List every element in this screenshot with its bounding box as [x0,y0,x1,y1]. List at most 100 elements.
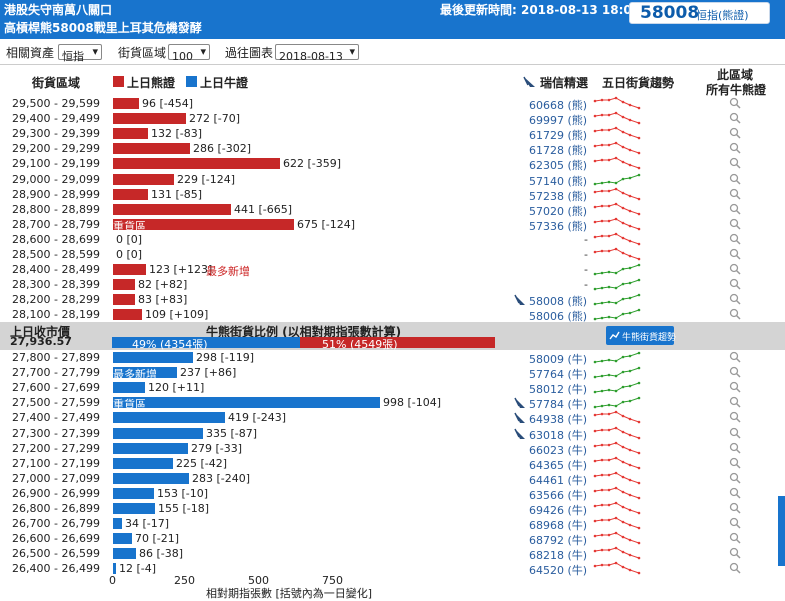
asset-select[interactable]: 恒指 ▾ [58,44,102,63]
table-row: 29,400 - 29,499 272 [-70] 69997 (熊) [0,111,785,127]
bar-value-label: 675 [-124] [297,217,356,231]
bar [113,367,177,379]
axis-tick: 250 [174,574,195,587]
warrant-code[interactable]: 57336 (熊) [529,219,588,233]
warrant-code[interactable]: 57140 (熊) [529,174,588,188]
warrant-code[interactable]: 58006 (熊) [529,310,588,324]
warrant-code[interactable]: 64365 (牛) [529,458,588,472]
bar-value-label: 0 [0] [116,248,143,261]
search-icon[interactable] [729,218,741,233]
warrant-code[interactable]: 69426 (牛) [529,504,588,517]
warrant-code[interactable]: 64938 (牛) [529,413,588,427]
warrant-code[interactable]: 63018 (牛) [529,428,588,442]
ratio-bear-label: 51% (4549張) [322,338,398,351]
search-icon[interactable] [729,532,741,547]
side-tab[interactable] [778,496,785,566]
trend-button[interactable]: 牛熊街貨趨勢 [606,326,677,345]
search-icon[interactable] [729,293,741,308]
warrant-code[interactable]: 66023 (牛) [529,443,588,457]
warrant-code[interactable]: 68218 (牛) [529,549,588,563]
bar-value-label: 237 [+86] [180,366,237,380]
search-icon[interactable] [729,427,741,442]
bar [113,563,116,575]
trend-button-label: 牛熊街貨趨勢 [622,333,677,343]
search-icon[interactable] [729,142,741,157]
warrant-code[interactable]: 61728 (熊) [529,144,588,158]
search-icon[interactable] [729,157,741,172]
trend-sparkline [593,277,643,295]
bar [113,158,280,170]
bar [113,309,142,321]
zone-select[interactable]: 100 ▾ [168,44,210,63]
warrant-code[interactable]: 64520 (牛) [529,564,588,578]
asset-select-value: 恒指 [62,50,84,63]
warrant-code[interactable]: 57238 (熊) [529,189,588,203]
search-icon[interactable] [729,396,741,411]
warrant-code[interactable]: 64461 (牛) [529,473,588,487]
warrant-code[interactable]: 58009 (牛) [529,353,588,366]
trend-sparkline [593,426,643,444]
warrant-code[interactable]: 63566 (牛) [529,488,588,502]
search-icon[interactable] [729,233,741,248]
warrant-code[interactable]: 62305 (熊) [529,159,588,173]
warrant-code[interactable]: 68792 (牛) [529,534,588,548]
warrant-code[interactable]: 57784 (牛) [529,398,588,412]
search-icon[interactable] [729,381,741,396]
table-row: 26,700 - 26,799 34 [-17] 68968 (牛) [0,516,785,532]
search-icon[interactable] [729,278,741,293]
search-icon[interactable] [729,442,741,457]
warrant-code[interactable]: 57020 (熊) [529,204,588,218]
search-icon[interactable] [729,308,741,323]
bar [113,113,186,125]
search-icon[interactable] [729,263,741,278]
warrant-code[interactable]: 58008 (熊) [529,295,588,309]
bar [113,173,174,185]
zone-range: 27,000 - 27,099 [12,471,100,485]
warrant-code: - [584,232,588,246]
bar [113,533,132,545]
search-icon[interactable] [729,351,741,366]
table-row: 27,000 - 27,099 283 [-240] 64461 (牛) [0,471,785,487]
bar [113,279,135,291]
search-icon[interactable] [729,562,741,577]
search-icon[interactable] [729,502,741,517]
history-select[interactable]: 2018-08-13 ▾ [275,44,359,63]
search-icon[interactable] [729,127,741,142]
warrant-code[interactable]: 58012 (牛) [529,383,588,397]
trend-sparkline [593,292,643,310]
search-icon[interactable] [729,248,741,263]
bar-tag: 重貨區 [113,398,146,412]
warrant-code[interactable]: 61729 (熊) [529,129,588,143]
trend-sparkline [593,350,643,368]
bull-legend: 上日牛證 [200,76,249,90]
warrant-code-box[interactable]: 58008 恒指(熊證) [629,2,770,24]
sort-arrow-icon [514,397,526,409]
warrant-code[interactable]: 69997 (熊) [529,114,588,128]
search-icon[interactable] [729,472,741,487]
search-icon[interactable] [729,487,741,502]
headline-2[interactable]: 高槓桿熊58008戰里上耳其危機發酵 [4,21,202,35]
bar-value-label: 120 [+11] [148,381,205,395]
search-icon[interactable] [729,457,741,472]
trend-sparkline [593,456,643,474]
headline-1[interactable]: 港股失守南萬八關口 [4,3,113,17]
table-row: 27,600 - 27,699 120 [+11] 58012 (牛) [0,380,785,396]
warrant-code[interactable]: 60668 (熊) [529,99,588,112]
warrant-code[interactable]: 57764 (牛) [529,368,588,382]
search-icon[interactable] [729,173,741,188]
search-icon[interactable] [729,547,741,562]
search-icon[interactable] [729,188,741,203]
trend-sparkline [593,380,643,398]
middle-summary: 上日收市價 27,936.57 牛熊街貨比例 (以相對期指張數計算) 49% (… [0,322,785,351]
note-label: 最多新增 [206,265,250,279]
bar [113,397,380,409]
search-icon[interactable] [729,97,741,112]
table-row: 27,100 - 27,199 225 [-42] 64365 (牛) [0,456,785,472]
search-icon[interactable] [729,366,741,381]
search-icon[interactable] [729,112,741,127]
search-icon[interactable] [729,203,741,218]
warrant-code[interactable]: 68968 (牛) [529,519,588,533]
search-icon[interactable] [729,517,741,532]
bar [113,487,154,499]
search-icon[interactable] [729,411,741,426]
